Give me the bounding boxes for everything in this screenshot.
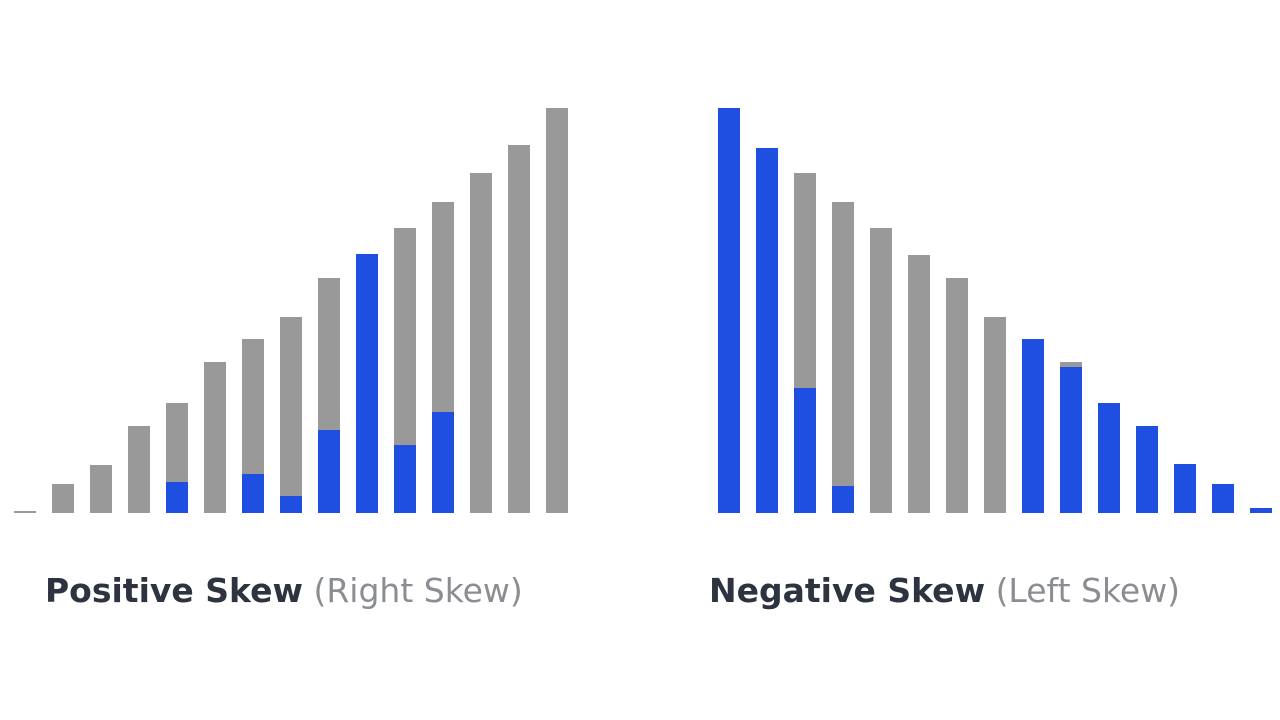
bar xyxy=(242,474,264,513)
bar xyxy=(1136,426,1158,513)
bar xyxy=(394,228,416,513)
chart-title: Positive Skew xyxy=(45,571,303,610)
bar xyxy=(832,486,854,513)
bar xyxy=(756,148,778,513)
bar xyxy=(128,426,150,513)
bar xyxy=(1212,484,1234,513)
chart-subtitle: (Right Skew) xyxy=(313,571,522,610)
bar xyxy=(794,388,816,513)
bar xyxy=(52,484,74,513)
chart-heading: Positive Skew (Right Skew) xyxy=(45,571,523,610)
bar xyxy=(546,108,568,513)
bar xyxy=(984,317,1006,513)
bar xyxy=(1250,508,1272,513)
bar xyxy=(242,339,264,513)
bar xyxy=(280,317,302,513)
bar xyxy=(1098,403,1120,513)
bar xyxy=(356,254,378,513)
bar xyxy=(508,145,530,513)
bar xyxy=(432,412,454,513)
bar xyxy=(204,362,226,513)
bar xyxy=(166,482,188,513)
bar xyxy=(1174,464,1196,513)
bar xyxy=(1022,339,1044,513)
bar xyxy=(870,228,892,513)
bar xyxy=(832,202,854,513)
bar xyxy=(318,430,340,513)
chart-heading: Negative Skew (Left Skew) xyxy=(709,571,1180,610)
bar xyxy=(14,511,36,513)
bar xyxy=(394,445,416,513)
bar xyxy=(1060,367,1082,513)
bar xyxy=(280,496,302,513)
bar xyxy=(470,173,492,513)
bar xyxy=(90,465,112,513)
bar xyxy=(718,108,740,513)
bar xyxy=(908,255,930,513)
chart-subtitle: (Left Skew) xyxy=(996,571,1181,610)
bar xyxy=(946,278,968,513)
chart-title: Negative Skew xyxy=(709,571,985,610)
